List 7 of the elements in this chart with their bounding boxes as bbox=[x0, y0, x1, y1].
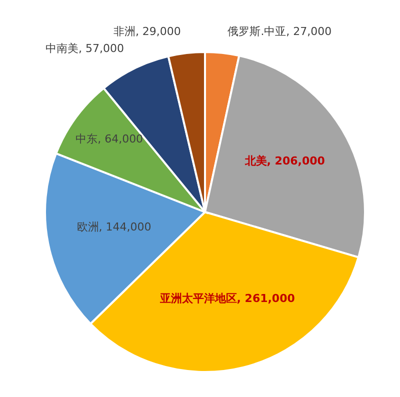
slice-label: 俄罗斯.中亚, 27,000 bbox=[228, 25, 332, 38]
slice-label: 北美, 206,000 bbox=[244, 154, 326, 168]
slice-label: 欧洲, 144,000 bbox=[76, 220, 152, 234]
slice-label: 中东, 64,000 bbox=[76, 132, 144, 146]
slice-label: 非洲, 29,000 bbox=[113, 25, 181, 38]
slice-label: 中南美, 57,000 bbox=[46, 42, 124, 55]
slice-label: 亚洲太平洋地区, 261,000 bbox=[158, 292, 296, 306]
